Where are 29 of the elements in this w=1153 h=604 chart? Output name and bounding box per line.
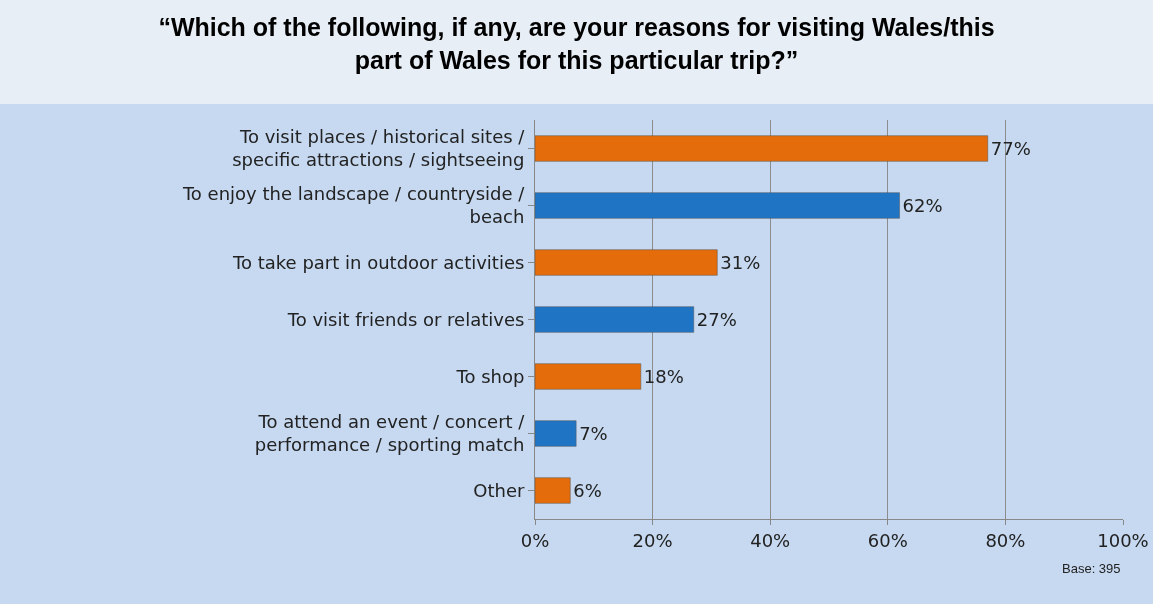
data-label: 31% bbox=[720, 252, 761, 273]
bar bbox=[535, 420, 577, 447]
x-tick-label: 100% bbox=[1097, 529, 1149, 551]
data-label: 6% bbox=[573, 480, 602, 502]
bar bbox=[535, 477, 571, 504]
x-tick-label: 60% bbox=[867, 529, 908, 551]
x-tick-label: 80% bbox=[985, 529, 1026, 551]
y-tick-label: Other bbox=[473, 479, 525, 501]
data-label: 77% bbox=[990, 138, 1031, 160]
data-label: 7% bbox=[579, 423, 608, 445]
bar bbox=[535, 192, 900, 219]
y-tick-label: To visit places / historical sites / specific attractions / sightseeing bbox=[232, 126, 526, 171]
y-tick-label: To shop bbox=[455, 365, 525, 387]
bar bbox=[535, 249, 718, 276]
data-label: 18% bbox=[643, 366, 684, 388]
x-tick-label: 20% bbox=[632, 529, 673, 551]
x-tick-label: 40% bbox=[750, 529, 791, 551]
x-tick-label: 0% bbox=[520, 529, 550, 551]
text: Base: 395 bbox=[1062, 561, 1121, 576]
y-tick-label: To visit friends or relatives bbox=[286, 308, 525, 330]
bar bbox=[535, 363, 642, 390]
data-label: 27% bbox=[696, 309, 737, 331]
bar bbox=[535, 135, 989, 162]
data-label: 62% bbox=[902, 195, 943, 217]
y-tick-label: To attend an event / concert / performance / sporting match bbox=[254, 411, 526, 456]
y-tick-label: To enjoy the landscape / countryside / beach bbox=[181, 183, 526, 228]
bar bbox=[535, 306, 695, 333]
chart-title: “Which of the following, if any, are your reasons for visiting Wales/this part of Wales for this particular trip?” bbox=[158, 13, 995, 74]
y-tick-label: To take part in outdoor activities bbox=[232, 251, 525, 273]
